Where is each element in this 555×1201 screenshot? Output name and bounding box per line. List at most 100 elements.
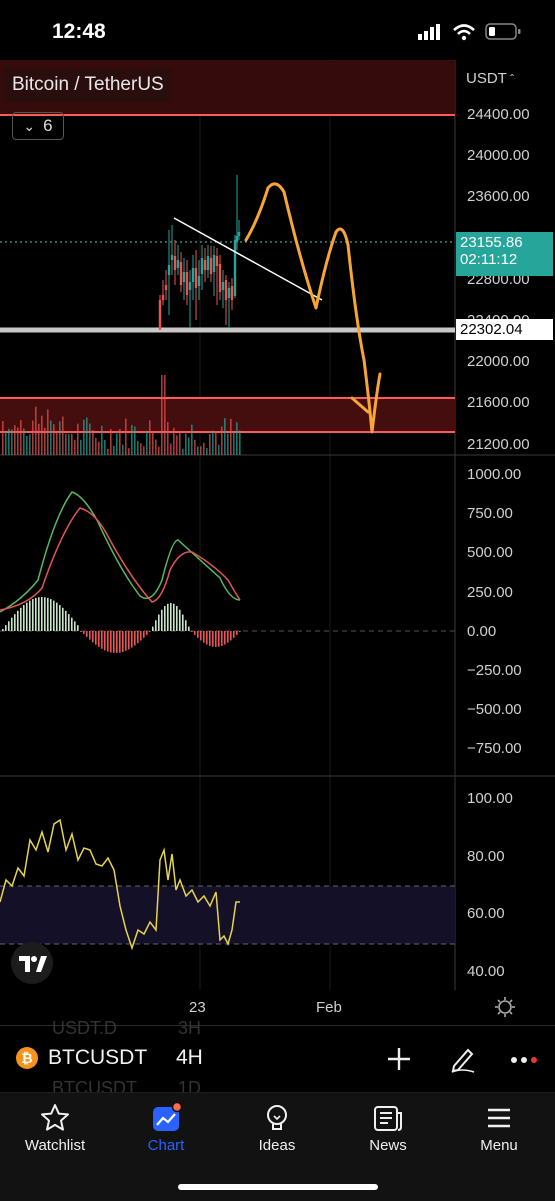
star-icon	[41, 1104, 69, 1131]
macd-histogram-bar	[191, 631, 193, 633]
volume-bar	[134, 426, 136, 455]
macd-histogram-bar	[41, 597, 43, 631]
volume-bar	[53, 424, 55, 455]
price-axis-label: 24000.00	[467, 147, 530, 165]
volume-bar	[125, 418, 127, 455]
volume-bar	[185, 433, 187, 455]
macd-histogram-bar	[8, 621, 10, 631]
volume-bar	[95, 437, 97, 455]
macd-histogram-bar	[143, 631, 145, 638]
symbol-button[interactable]: BTCUSDT	[48, 1046, 148, 1069]
indicators-toggle[interactable]: ⌄ 6	[12, 112, 64, 140]
tab-menu[interactable]: Menu	[444, 1101, 554, 1154]
rsi-axis-label: 100.00	[467, 790, 513, 807]
macd-axis-label: −250.00	[467, 662, 522, 679]
volume-bar	[212, 430, 214, 455]
line-price-tag: 22302.04	[456, 319, 553, 340]
drawing-pen-icon[interactable]	[448, 1044, 478, 1074]
chevron-down-icon: ˆ	[506, 72, 515, 86]
volume-bar	[188, 437, 190, 455]
volume-bar	[236, 422, 238, 455]
volume-bar	[110, 429, 112, 455]
macd-histogram-bar	[170, 603, 172, 631]
candle	[206, 256, 210, 270]
volume-bar	[56, 431, 58, 455]
macd-histogram-bar	[179, 609, 181, 631]
macd-histogram-bar	[167, 603, 169, 631]
macd-histogram-bar	[38, 597, 40, 631]
volume-bar	[26, 436, 28, 455]
volume-bar	[116, 433, 118, 455]
volume-bar	[191, 424, 193, 455]
current-price: 23155.86	[460, 234, 523, 251]
macd-histogram-bar	[164, 606, 166, 631]
volume-bar	[32, 420, 34, 455]
volume-bar	[62, 416, 64, 455]
symbol-title[interactable]: Bitcoin / TetherUS	[4, 68, 172, 102]
candle	[185, 272, 189, 295]
volume-bar	[143, 446, 145, 455]
interval-button[interactable]: 4H	[176, 1046, 203, 1069]
volume-bar	[161, 375, 163, 455]
macd-histogram-bar	[239, 631, 241, 633]
macd-histogram-bar	[47, 597, 49, 631]
macd-histogram-bar	[227, 631, 229, 643]
candle	[182, 272, 186, 282]
macd-histogram-bar	[155, 620, 157, 631]
macd-histogram-bar	[2, 629, 4, 631]
currency-select[interactable]: USDT ˆ	[466, 70, 515, 87]
candle	[224, 280, 228, 300]
volume-bar	[200, 446, 202, 455]
volume-bar	[80, 439, 82, 455]
volume-bar	[215, 431, 217, 455]
macd-histogram-bar	[53, 600, 55, 631]
volume-bar	[35, 406, 37, 455]
candle	[237, 232, 241, 236]
add-icon[interactable]	[386, 1046, 412, 1072]
price-axis-label: 21600.00	[467, 394, 530, 412]
price-chart[interactable]	[0, 60, 555, 990]
volume-bar	[224, 418, 226, 455]
macd-histogram-bar	[224, 631, 226, 645]
macd-histogram-bar	[32, 599, 34, 631]
macd-histogram-bar	[23, 605, 25, 631]
candle	[218, 264, 222, 292]
volume-bar	[206, 447, 208, 455]
macd-histogram-bar	[137, 631, 139, 644]
tab-watchlist[interactable]: Watchlist	[0, 1101, 110, 1154]
macd-histogram-bar	[20, 607, 22, 631]
chart-area[interactable]: Bitcoin / TetherUS ⌄ 6 USDT ˆ 24400.00 24…	[0, 60, 555, 1017]
macd-histogram-bar	[62, 607, 64, 631]
macd-histogram-bar	[176, 606, 178, 631]
candle	[200, 258, 204, 274]
status-icons	[418, 23, 521, 41]
volume-bar	[20, 420, 22, 455]
volume-bar	[29, 434, 31, 455]
settings-gear-icon[interactable]	[494, 996, 516, 1018]
volume-bar	[92, 430, 94, 455]
news-icon	[374, 1106, 402, 1131]
volume-bar	[146, 430, 148, 455]
macd-axis-label: −500.00	[467, 701, 522, 719]
candle	[215, 256, 219, 266]
volume-bar	[164, 375, 166, 455]
volume-bar	[119, 429, 121, 455]
macd-histogram-bar	[218, 631, 220, 647]
more-options-icon[interactable]	[510, 1052, 540, 1068]
candle	[170, 255, 174, 260]
macd-histogram-bar	[107, 631, 109, 652]
tab-chart[interactable]: Chart	[111, 1101, 221, 1154]
menu-icon	[488, 1108, 510, 1128]
price-axis-label: 22000.00	[467, 353, 530, 371]
volume-bar	[68, 434, 70, 455]
status-bar: 12:48	[0, 0, 555, 60]
macd-histogram-bar	[35, 597, 37, 631]
macd-histogram-bar	[59, 605, 61, 631]
volume-bar	[17, 427, 19, 455]
macd-histogram-bar	[11, 617, 13, 631]
tab-ideas[interactable]: Ideas	[222, 1101, 332, 1154]
candles	[158, 175, 241, 330]
candle	[176, 260, 180, 268]
volume-bar	[179, 432, 181, 455]
tab-news[interactable]: News	[333, 1101, 443, 1154]
